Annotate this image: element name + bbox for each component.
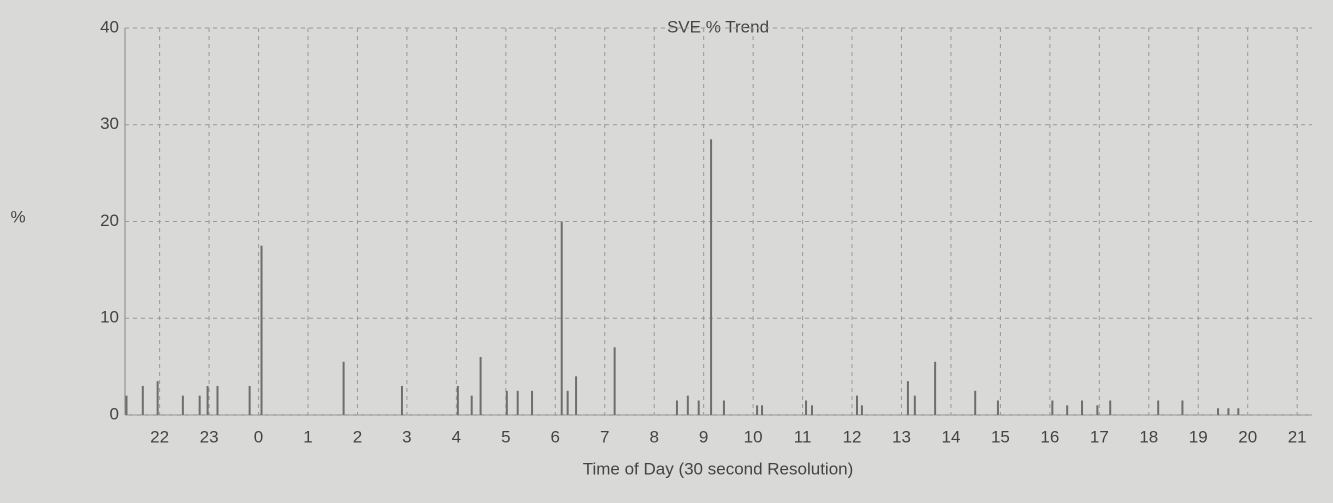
x-tick-label: 10: [744, 427, 763, 446]
x-tick-label: 1: [303, 427, 312, 446]
bar: [756, 405, 759, 415]
bar: [505, 390, 508, 415]
x-tick-label: 2: [353, 427, 362, 446]
bar: [697, 400, 700, 415]
x-tick-label: 21: [1288, 427, 1307, 446]
bar: [479, 356, 482, 415]
bar: [913, 395, 916, 415]
y-tick-label: 40: [100, 17, 119, 36]
bar: [516, 390, 519, 415]
x-tick-label: 8: [649, 427, 658, 446]
bar: [860, 405, 863, 415]
bar: [1109, 400, 1112, 415]
bar: [156, 381, 159, 415]
bar: [1051, 400, 1054, 415]
x-tick-label: 6: [551, 427, 560, 446]
bar: [470, 395, 473, 415]
bar: [710, 139, 713, 415]
bar: [1217, 408, 1220, 415]
y-tick-label: 10: [100, 308, 119, 327]
bar: [531, 390, 534, 415]
x-tick-label: 14: [941, 427, 960, 446]
bar: [141, 385, 144, 415]
bar: [810, 405, 813, 415]
bar: [1066, 405, 1069, 415]
bar: [934, 361, 937, 415]
bar: [566, 390, 569, 415]
bar: [974, 390, 977, 415]
bar: [722, 400, 725, 415]
x-tick-label: 4: [452, 427, 461, 446]
y-tick-label: 20: [100, 211, 119, 230]
bar: [1181, 400, 1184, 415]
bar: [1227, 408, 1230, 415]
x-tick-label: 5: [501, 427, 510, 446]
x-tick-label: 22: [150, 427, 169, 446]
y-tick-label: 30: [100, 114, 119, 133]
bar: [125, 395, 128, 415]
bar: [855, 395, 858, 415]
bar: [198, 395, 201, 415]
y-axis-label: %: [10, 207, 25, 226]
bar: [1096, 405, 1099, 415]
bar: [400, 385, 403, 415]
x-tick-label: 20: [1238, 427, 1257, 446]
x-tick-label: 18: [1139, 427, 1158, 446]
bar: [575, 376, 578, 415]
x-tick-label: 13: [892, 427, 911, 446]
x-tick-label: 11: [794, 427, 812, 446]
x-tick-label: 15: [991, 427, 1010, 446]
x-tick-label: 0: [254, 427, 263, 446]
bar: [613, 347, 616, 415]
x-tick-label: 19: [1189, 427, 1208, 446]
x-tick-label: 7: [600, 427, 609, 446]
x-tick-label: 17: [1090, 427, 1109, 446]
bar: [260, 245, 263, 415]
x-tick-label: 23: [200, 427, 219, 446]
x-tick-label: 3: [402, 427, 411, 446]
x-tick-label: 16: [1040, 427, 1059, 446]
bar: [805, 400, 808, 415]
chart-title: SVE % Trend: [667, 17, 769, 36]
x-tick-label: 12: [843, 427, 862, 446]
x-tick-label: 9: [699, 427, 708, 446]
bar: [206, 385, 209, 415]
bar: [342, 361, 345, 415]
bar: [686, 395, 689, 415]
bar: [906, 381, 909, 415]
bar: [761, 405, 764, 415]
bar: [216, 385, 219, 415]
bar: [1081, 400, 1084, 415]
bar: [1157, 400, 1160, 415]
bar: [996, 400, 999, 415]
y-tick-label: 0: [110, 404, 119, 423]
bar: [560, 221, 563, 415]
bar: [248, 385, 251, 415]
bar: [456, 385, 459, 415]
bar: [1237, 408, 1240, 415]
bar: [675, 400, 678, 415]
bar: [181, 395, 184, 415]
x-axis-label: Time of Day (30 second Resolution): [583, 459, 854, 478]
